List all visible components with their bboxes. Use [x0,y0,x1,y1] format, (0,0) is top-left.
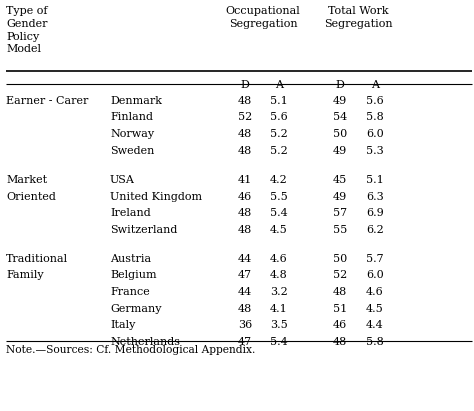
Text: Finland: Finland [110,113,153,122]
Text: Belgium: Belgium [110,270,156,280]
Text: Ireland: Ireland [110,208,151,218]
Text: D: D [241,80,249,90]
Text: A: A [275,80,283,90]
Text: 6.0: 6.0 [366,129,384,139]
Text: 4.6: 4.6 [270,254,288,264]
Text: 6.3: 6.3 [366,192,384,201]
Text: United Kingdom: United Kingdom [110,192,202,201]
Text: 48: 48 [333,337,347,346]
Text: Sweden: Sweden [110,145,155,155]
Text: 4.8: 4.8 [270,270,288,280]
Text: 5.6: 5.6 [366,96,384,106]
Text: 54: 54 [333,113,347,122]
Text: 4.6: 4.6 [366,287,384,297]
Text: D: D [336,80,345,90]
Text: 50: 50 [333,254,347,264]
Text: 52: 52 [238,113,252,122]
Text: 47: 47 [238,337,252,346]
Text: 46: 46 [333,320,347,330]
Text: Type of
Gender
Policy
Model: Type of Gender Policy Model [6,6,47,54]
Text: 49: 49 [333,145,347,155]
Text: 5.8: 5.8 [366,337,384,346]
Text: 51: 51 [333,303,347,314]
Text: A: A [371,80,379,90]
Text: France: France [110,287,150,297]
Text: Austria: Austria [110,254,151,264]
Text: Traditional: Traditional [6,254,68,264]
Text: 5.4: 5.4 [270,337,288,346]
Text: 47: 47 [238,270,252,280]
Text: Occupational
Segregation: Occupational Segregation [226,6,301,29]
Text: 5.8: 5.8 [366,113,384,122]
Text: 57: 57 [333,208,347,218]
Text: 6.2: 6.2 [366,224,384,235]
Text: 44: 44 [238,254,252,264]
Text: 48: 48 [238,145,252,155]
Text: Total Work
Segregation: Total Work Segregation [324,6,393,29]
Text: 4.1: 4.1 [270,303,288,314]
Text: Switzerland: Switzerland [110,224,177,235]
Text: Market: Market [6,175,47,185]
Text: 5.1: 5.1 [366,175,384,185]
Text: 5.5: 5.5 [270,192,288,201]
Text: 4.5: 4.5 [366,303,384,314]
Text: 41: 41 [238,175,252,185]
Text: 55: 55 [333,224,347,235]
Text: 48: 48 [333,287,347,297]
Text: 44: 44 [238,287,252,297]
Text: 3.5: 3.5 [270,320,288,330]
Text: 48: 48 [238,208,252,218]
Text: 48: 48 [238,224,252,235]
Text: Germany: Germany [110,303,162,314]
Text: 48: 48 [238,303,252,314]
Text: 5.7: 5.7 [366,254,384,264]
Text: 4.5: 4.5 [270,224,288,235]
Text: 5.2: 5.2 [270,129,288,139]
Text: Netherlands: Netherlands [110,337,180,346]
Text: 5.3: 5.3 [366,145,384,155]
Text: 46: 46 [238,192,252,201]
Text: 49: 49 [333,96,347,106]
Text: 5.2: 5.2 [270,145,288,155]
Text: 5.4: 5.4 [270,208,288,218]
Text: 48: 48 [238,96,252,106]
Text: 5.6: 5.6 [270,113,288,122]
Text: 52: 52 [333,270,347,280]
Text: 50: 50 [333,129,347,139]
Text: Note.—Sources: Cf. Methodological Appendix.: Note.—Sources: Cf. Methodological Append… [6,344,255,355]
Text: 48: 48 [238,129,252,139]
Text: USA: USA [110,175,135,185]
Text: 45: 45 [333,175,347,185]
Text: 6.0: 6.0 [366,270,384,280]
Text: 6.9: 6.9 [366,208,384,218]
Text: Italy: Italy [110,320,136,330]
Text: 4.4: 4.4 [366,320,384,330]
Text: 49: 49 [333,192,347,201]
Text: 36: 36 [238,320,252,330]
Text: Earner - Carer: Earner - Carer [6,96,88,106]
Text: Denmark: Denmark [110,96,162,106]
Text: Oriented: Oriented [6,192,56,201]
Text: Family: Family [6,270,44,280]
Text: 5.1: 5.1 [270,96,288,106]
Text: 4.2: 4.2 [270,175,288,185]
Text: Norway: Norway [110,129,154,139]
Text: 3.2: 3.2 [270,287,288,297]
